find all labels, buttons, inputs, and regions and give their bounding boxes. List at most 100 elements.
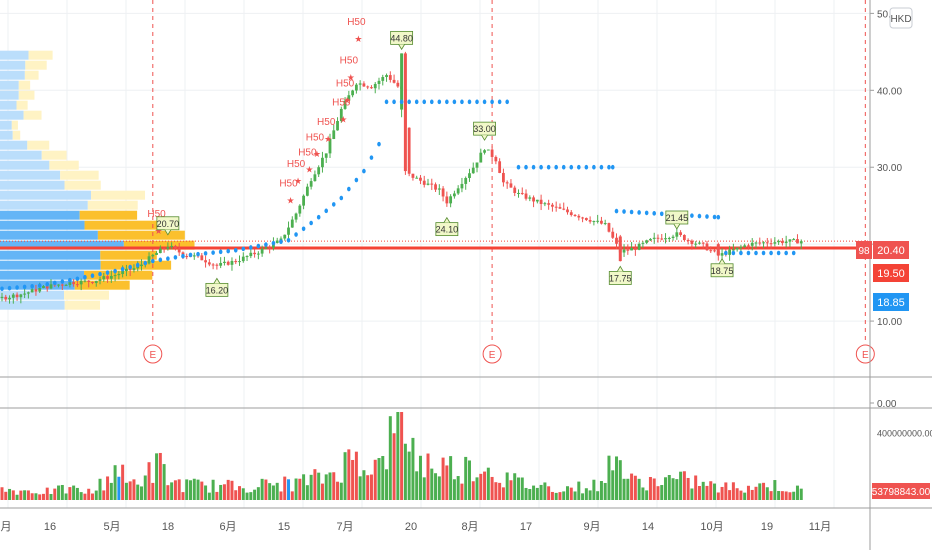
- candle-body[interactable]: [494, 156, 498, 162]
- volume-bar[interactable]: [181, 492, 185, 500]
- volume-bar[interactable]: [434, 473, 438, 500]
- volume-bar[interactable]: [603, 482, 607, 500]
- candle-body[interactable]: [690, 240, 694, 244]
- volume-bar[interactable]: [694, 475, 698, 500]
- candle-body[interactable]: [343, 100, 347, 109]
- volume-bar[interactable]: [166, 485, 170, 500]
- volume-bar[interactable]: [15, 494, 19, 500]
- candle-body[interactable]: [223, 261, 226, 263]
- candle-body[interactable]: [502, 172, 505, 183]
- volume-bar[interactable]: [524, 487, 528, 500]
- volume-bar[interactable]: [369, 474, 373, 500]
- volume-bar[interactable]: [486, 467, 490, 500]
- volume-bar[interactable]: [53, 488, 57, 500]
- volume-bar[interactable]: [460, 483, 464, 500]
- candle-body[interactable]: [305, 186, 309, 196]
- currency-badge[interactable]: HKD: [889, 7, 913, 29]
- volume-bar[interactable]: [475, 477, 479, 500]
- volume-bar[interactable]: [177, 479, 181, 500]
- candle-body[interactable]: [60, 284, 64, 286]
- volume-bar[interactable]: [226, 479, 230, 500]
- volume-bar[interactable]: [615, 456, 619, 500]
- volume-bar[interactable]: [464, 456, 468, 500]
- candle-body[interactable]: [121, 271, 125, 275]
- candle-body[interactable]: [596, 220, 600, 222]
- candle-body[interactable]: [8, 297, 11, 300]
- volume-bar[interactable]: [41, 493, 45, 500]
- volume-bar[interactable]: [679, 471, 683, 500]
- candle-body[interactable]: [170, 245, 174, 247]
- volume-bar[interactable]: [90, 493, 94, 500]
- candle-body[interactable]: [437, 188, 441, 190]
- earnings-marker[interactable]: [143, 344, 163, 364]
- candle-body[interactable]: [385, 75, 388, 78]
- candle-body[interactable]: [626, 249, 630, 251]
- candle-body[interactable]: [102, 276, 106, 280]
- volume-bar[interactable]: [49, 493, 53, 500]
- volume-bar[interactable]: [596, 491, 600, 500]
- volume-bar[interactable]: [287, 479, 291, 500]
- candle-body[interactable]: [716, 244, 720, 255]
- candle-body[interactable]: [713, 250, 716, 252]
- volume-bar[interactable]: [189, 480, 192, 500]
- candle-body[interactable]: [679, 232, 682, 235]
- volume-bar[interactable]: [562, 491, 566, 500]
- volume-bar[interactable]: [483, 471, 487, 500]
- candle-body[interactable]: [539, 199, 543, 204]
- candle-body[interactable]: [645, 240, 649, 243]
- volume-bar[interactable]: [332, 472, 336, 500]
- volume-bar[interactable]: [113, 465, 117, 500]
- candle-body[interactable]: [324, 153, 328, 158]
- volume-bar[interactable]: [656, 486, 660, 500]
- volume-bar[interactable]: [799, 488, 803, 500]
- volume-bar[interactable]: [317, 472, 321, 500]
- candle-body[interactable]: [132, 268, 136, 271]
- candle-body[interactable]: [174, 245, 177, 249]
- volume-bar[interactable]: [494, 482, 498, 500]
- candle-body[interactable]: [128, 268, 132, 271]
- candle-body[interactable]: [238, 261, 241, 263]
- volume-bar[interactable]: [57, 485, 61, 500]
- volume-bar[interactable]: [505, 472, 509, 500]
- volume-bar[interactable]: [558, 492, 562, 500]
- volume-bar[interactable]: [196, 479, 200, 500]
- candle-body[interactable]: [701, 242, 705, 244]
- candle-body[interactable]: [45, 286, 49, 289]
- volume-bar[interactable]: [611, 470, 615, 500]
- candle-body[interactable]: [411, 173, 415, 178]
- candle-body[interactable]: [400, 53, 404, 110]
- volume-bar[interactable]: [516, 477, 520, 500]
- candle-body[interactable]: [633, 248, 637, 250]
- volume-bar[interactable]: [660, 485, 664, 500]
- volume-bar[interactable]: [682, 471, 686, 500]
- volume-bar[interactable]: [83, 493, 87, 500]
- volume-bar[interactable]: [746, 485, 750, 500]
- volume-bar[interactable]: [599, 481, 603, 500]
- candle-body[interactable]: [682, 234, 686, 240]
- volume-bar[interactable]: [456, 476, 460, 500]
- volume-bar[interactable]: [45, 487, 49, 500]
- volume-bar[interactable]: [592, 479, 596, 500]
- volume-bar[interactable]: [23, 490, 27, 500]
- candle-body[interactable]: [788, 239, 792, 242]
- volume-bar[interactable]: [98, 478, 102, 500]
- volume-bar[interactable]: [26, 490, 30, 500]
- volume-bar[interactable]: [136, 484, 140, 500]
- volume-bar[interactable]: [64, 493, 68, 500]
- candle-body[interactable]: [453, 193, 456, 197]
- candle-body[interactable]: [796, 239, 799, 244]
- candle-body[interactable]: [381, 77, 385, 81]
- candle-body[interactable]: [336, 120, 339, 131]
- volume-bar[interactable]: [637, 478, 641, 500]
- candle-body[interactable]: [566, 209, 569, 213]
- volume-bar[interactable]: [569, 487, 573, 500]
- volume-bar[interactable]: [633, 475, 637, 500]
- volume-bar[interactable]: [385, 469, 389, 500]
- volume-bar[interactable]: [547, 486, 551, 500]
- volume-bar[interactable]: [641, 487, 645, 500]
- candle-body[interactable]: [731, 249, 735, 251]
- candle-body[interactable]: [773, 242, 777, 244]
- candle-body[interactable]: [664, 238, 667, 240]
- volume-bar[interactable]: [418, 455, 422, 500]
- volume-bar[interactable]: [513, 473, 517, 500]
